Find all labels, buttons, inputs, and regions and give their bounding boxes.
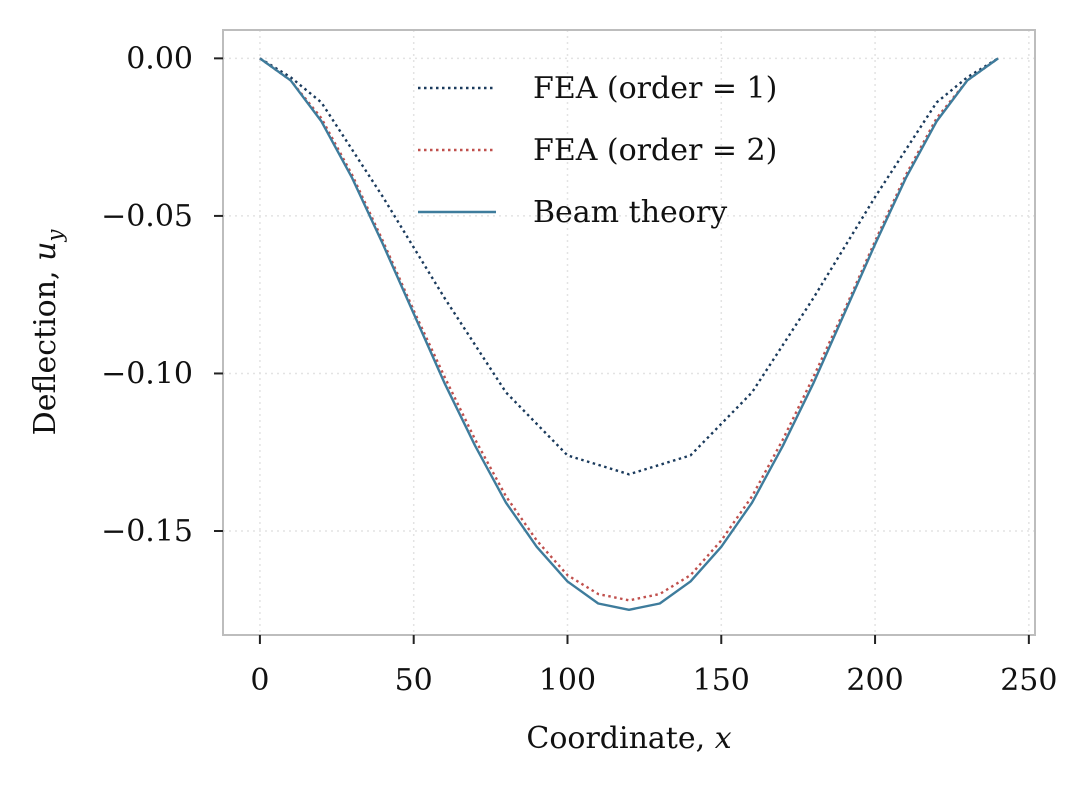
x-tick-label: 250 xyxy=(1000,663,1057,698)
x-axis-title: Coordinate, x xyxy=(526,721,731,756)
legend-label: FEA (order = 1) xyxy=(533,71,777,106)
series-lines xyxy=(259,57,999,611)
grid xyxy=(223,30,1035,635)
x-tick-label: 150 xyxy=(693,663,750,698)
y-tick-label: −0.15 xyxy=(101,514,193,549)
y-tick-label: −0.10 xyxy=(101,356,193,391)
legend-label: FEA (order = 2) xyxy=(533,133,777,168)
x-tick-label: 100 xyxy=(539,663,596,698)
y-axis-title: Deflection, uy xyxy=(28,229,67,436)
axis-ticks: 0 50 100 150 200 250 0.00 −0.05 −0.10 −0.15 xyxy=(101,41,1057,698)
series-line-2 xyxy=(259,57,999,602)
series-line-3 xyxy=(259,57,999,611)
series-line-1 xyxy=(259,57,999,476)
legend: FEA (order = 1) FEA (order = 2) Beam theor… xyxy=(418,71,777,230)
y-tick-label: 0.00 xyxy=(126,41,193,76)
x-tick-label: 0 xyxy=(250,663,269,698)
x-tick-label: 200 xyxy=(846,663,903,698)
plot-frame xyxy=(222,29,1036,636)
legend-label: Beam theory xyxy=(533,195,727,230)
y-tick-label: −0.05 xyxy=(101,199,193,234)
x-tick-label: 50 xyxy=(395,663,433,698)
